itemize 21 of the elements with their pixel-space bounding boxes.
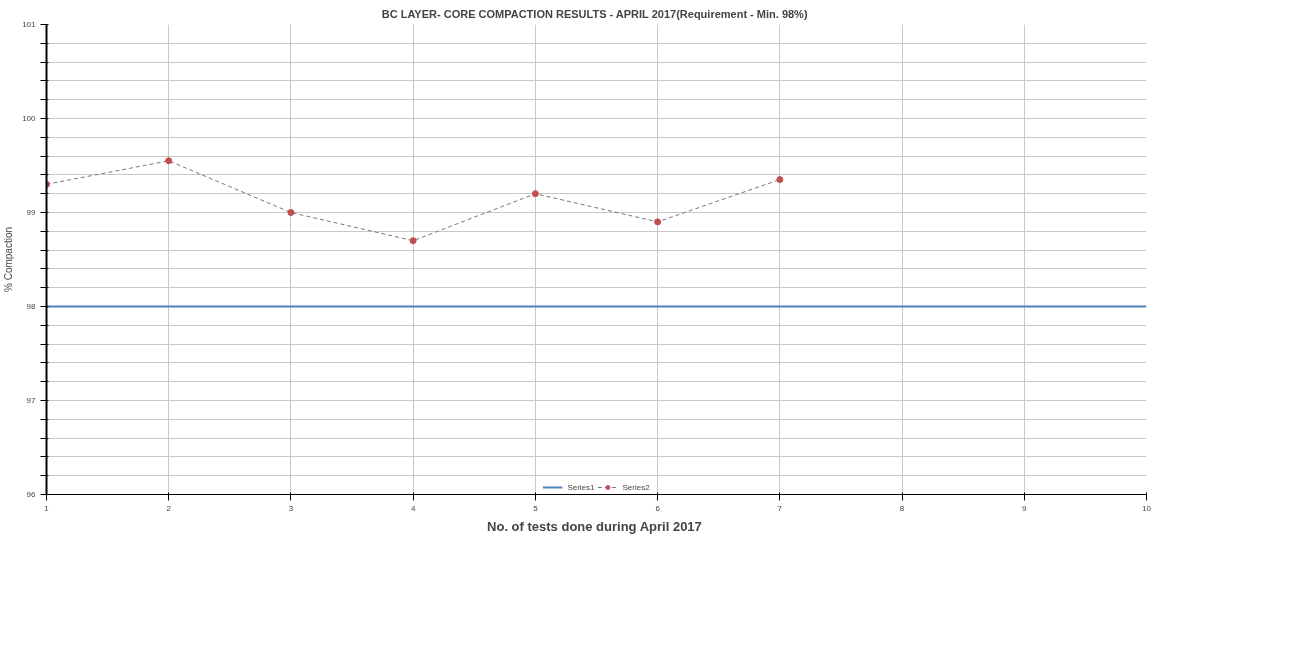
- y-tick-label: 96: [26, 490, 37, 499]
- x-tick-label: 3: [288, 503, 294, 513]
- x-axis-title: No. of tests done during April 2017: [487, 518, 702, 534]
- x-tick-label: 9: [1022, 503, 1028, 513]
- x-tick-label: 6: [655, 503, 661, 513]
- y-tick-label: 97: [26, 396, 37, 405]
- x-tick-label: 8: [899, 503, 905, 513]
- x-tick-label: 2: [166, 503, 172, 513]
- x-tick-label: 1: [44, 503, 50, 513]
- y-tick-label: 98: [26, 302, 37, 311]
- x-tick-label: 7: [777, 503, 783, 513]
- y-tick-label: 101: [22, 20, 37, 29]
- x-tick-label: 4: [410, 503, 416, 513]
- legend-label: Series1: [567, 482, 595, 492]
- chart-title: BC LAYER- CORE COMPACTION RESULTS - APRIL 2017(Requirement - Min. 98%): [381, 7, 808, 20]
- y-tick-label: 99: [26, 208, 37, 217]
- y-axis-title: % Compaction: [3, 226, 15, 293]
- x-tick-label: 5: [533, 503, 539, 513]
- x-tick-label: 10: [1142, 503, 1152, 513]
- legend-label: Series2: [622, 482, 650, 492]
- y-tick-label: 100: [22, 114, 37, 123]
